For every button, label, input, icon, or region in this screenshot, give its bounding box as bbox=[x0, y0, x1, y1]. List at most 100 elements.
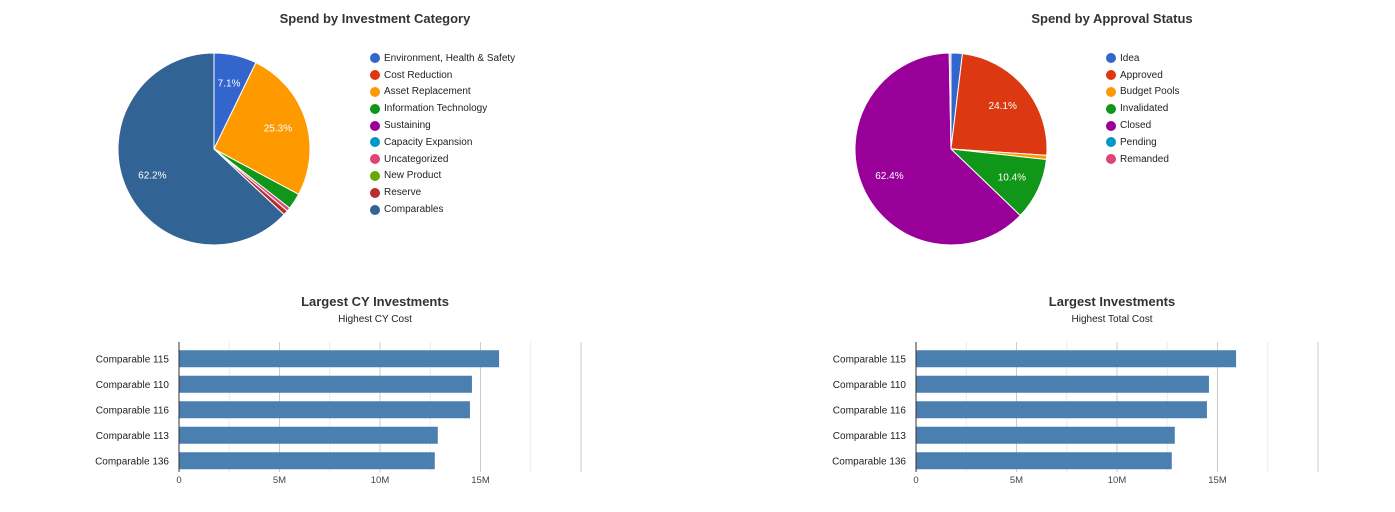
category-label: Comparable 136 bbox=[95, 456, 169, 467]
legend-item[interactable]: Invalidated bbox=[1106, 100, 1180, 117]
legend-swatch bbox=[370, 70, 380, 81]
legend-label: Invalidated bbox=[1120, 103, 1169, 115]
legend-label: Pending bbox=[1120, 136, 1157, 148]
legend-item[interactable]: Remanded bbox=[1106, 151, 1180, 168]
legend-label: Remanded bbox=[1120, 153, 1169, 165]
category-label: Comparable 113 bbox=[96, 431, 170, 442]
approval-status-legend: Idea Approved Budget Pools Invalidated Close… bbox=[1106, 50, 1180, 168]
legend-label: Asset Replacement bbox=[384, 86, 471, 98]
legend-item[interactable]: Idea bbox=[1106, 50, 1180, 67]
legend-swatch bbox=[1106, 86, 1116, 97]
bar[interactable] bbox=[916, 375, 1209, 393]
legend-swatch bbox=[1106, 154, 1116, 165]
chart-subtitle: Highest Total Cost bbox=[1071, 314, 1153, 325]
bar[interactable] bbox=[179, 401, 470, 419]
legend-item[interactable]: Sustaining bbox=[370, 117, 515, 134]
legend-item[interactable]: Environment, Health & Safety bbox=[370, 50, 515, 67]
investment-category-pie-panel: Spend by Investment Category 7.1% 25.3% 62… bbox=[0, 0, 750, 280]
bar[interactable] bbox=[179, 375, 472, 393]
category-label: Comparable 115 bbox=[96, 354, 170, 365]
legend-item[interactable]: Capacity Expansion bbox=[370, 134, 515, 151]
category-label: Comparable 115 bbox=[833, 354, 907, 365]
legend-swatch bbox=[370, 103, 380, 114]
x-tick-label: 10M bbox=[371, 475, 390, 486]
largest-cy-investments-bar-chart: Comparable 115 Comparable 110 Comparable 1… bbox=[95, 342, 582, 486]
pie-data-label: 10.4% bbox=[998, 172, 1026, 183]
legend-item[interactable]: Approved bbox=[1106, 67, 1180, 84]
investment-category-legend: Environment, Health & Safety Cost Reducti… bbox=[370, 50, 515, 218]
pie-data-label: 62.2% bbox=[138, 171, 166, 182]
x-tick-label: 15M bbox=[471, 475, 490, 486]
pie-slice[interactable] bbox=[950, 53, 1048, 156]
legend-item[interactable]: Asset Replacement bbox=[370, 84, 515, 101]
legend-item[interactable]: Information Technology bbox=[370, 100, 515, 117]
legend-label: Environment, Health & Safety bbox=[384, 52, 516, 64]
bar[interactable] bbox=[916, 401, 1207, 419]
legend-label: Cost Reduction bbox=[384, 69, 453, 81]
legend-swatch bbox=[1106, 53, 1116, 64]
x-tick-label: 0 bbox=[176, 475, 181, 486]
legend-swatch bbox=[1106, 103, 1116, 114]
legend-item[interactable]: Cost Reduction bbox=[370, 67, 515, 84]
legend-item[interactable]: Pending bbox=[1106, 134, 1180, 151]
legend-label: Capacity Expansion bbox=[384, 136, 473, 148]
legend-item[interactable]: Closed bbox=[1106, 117, 1180, 134]
legend-swatch bbox=[370, 120, 380, 131]
pie-data-label: 62.4% bbox=[875, 171, 903, 182]
legend-label: Closed bbox=[1120, 120, 1152, 132]
bar[interactable] bbox=[916, 426, 1175, 444]
legend-swatch bbox=[370, 53, 380, 64]
legend-swatch bbox=[370, 170, 380, 181]
legend-item[interactable]: New Product bbox=[370, 168, 515, 185]
category-label: Comparable 110 bbox=[96, 380, 170, 391]
x-tick-label: 10M bbox=[1108, 475, 1127, 486]
legend-swatch bbox=[1106, 70, 1116, 81]
x-tick-label: 15M bbox=[1208, 475, 1227, 486]
legend-swatch bbox=[370, 86, 380, 97]
chart-title: Largest Investments bbox=[1048, 294, 1176, 309]
legend-swatch bbox=[370, 137, 380, 148]
category-label: Comparable 110 bbox=[833, 380, 907, 391]
legend-item[interactable]: Uncategorized bbox=[370, 151, 515, 168]
x-tick-label: 5M bbox=[273, 475, 286, 486]
chart-title: Spend by Investment Category bbox=[279, 11, 471, 26]
legend-swatch bbox=[370, 154, 380, 165]
category-label: Comparable 116 bbox=[833, 405, 907, 416]
legend-item[interactable]: Reserve bbox=[370, 184, 515, 201]
bar[interactable] bbox=[916, 452, 1172, 470]
largest-investments-bar-chart: Comparable 115 Comparable 110 Comparable 1… bbox=[832, 342, 1319, 486]
largest-investments-panel: Largest Investments Highest Total Cost C… bbox=[750, 280, 1395, 512]
legend-label: Uncategorized bbox=[384, 153, 449, 165]
legend-label: Information Technology bbox=[384, 103, 488, 115]
legend-swatch bbox=[1106, 137, 1116, 148]
legend-swatch bbox=[1106, 120, 1116, 131]
approval-status-pie: 24.1% 10.4% 62.4% bbox=[854, 52, 1048, 246]
pie-slice[interactable] bbox=[854, 52, 1021, 246]
category-label: Comparable 116 bbox=[96, 405, 170, 416]
bar[interactable] bbox=[179, 426, 438, 444]
legend-label: Sustaining bbox=[384, 120, 431, 132]
chart-title: Spend by Approval Status bbox=[1031, 11, 1193, 26]
category-label: Comparable 113 bbox=[833, 431, 907, 442]
bar[interactable] bbox=[916, 350, 1237, 368]
pie-slice[interactable] bbox=[117, 52, 285, 246]
legend-label: New Product bbox=[384, 170, 442, 182]
legend-label: Approved bbox=[1120, 69, 1163, 81]
category-label: Comparable 136 bbox=[832, 456, 906, 467]
legend-swatch bbox=[370, 204, 380, 215]
legend-item[interactable]: Budget Pools bbox=[1106, 84, 1180, 101]
legend-label: Idea bbox=[1120, 52, 1140, 64]
largest-cy-investments-panel: Largest CY Investments Highest CY Cost C… bbox=[0, 280, 750, 512]
chart-title: Largest CY Investments bbox=[301, 294, 449, 309]
chart-subtitle: Highest CY Cost bbox=[338, 314, 412, 325]
legend-label: Comparables bbox=[384, 204, 444, 216]
legend-swatch bbox=[370, 187, 380, 198]
pie-data-label: 24.1% bbox=[989, 101, 1017, 112]
x-tick-label: 0 bbox=[913, 475, 918, 486]
approval-status-pie-panel: Spend by Approval Status 24.1% 10.4% 62.4%… bbox=[750, 0, 1395, 280]
bar[interactable] bbox=[179, 452, 435, 470]
investment-category-pie: 7.1% 25.3% 62.2% bbox=[117, 52, 311, 246]
bar[interactable] bbox=[179, 350, 500, 368]
legend-item[interactable]: Comparables bbox=[370, 201, 515, 218]
pie-slice[interactable] bbox=[948, 52, 952, 150]
